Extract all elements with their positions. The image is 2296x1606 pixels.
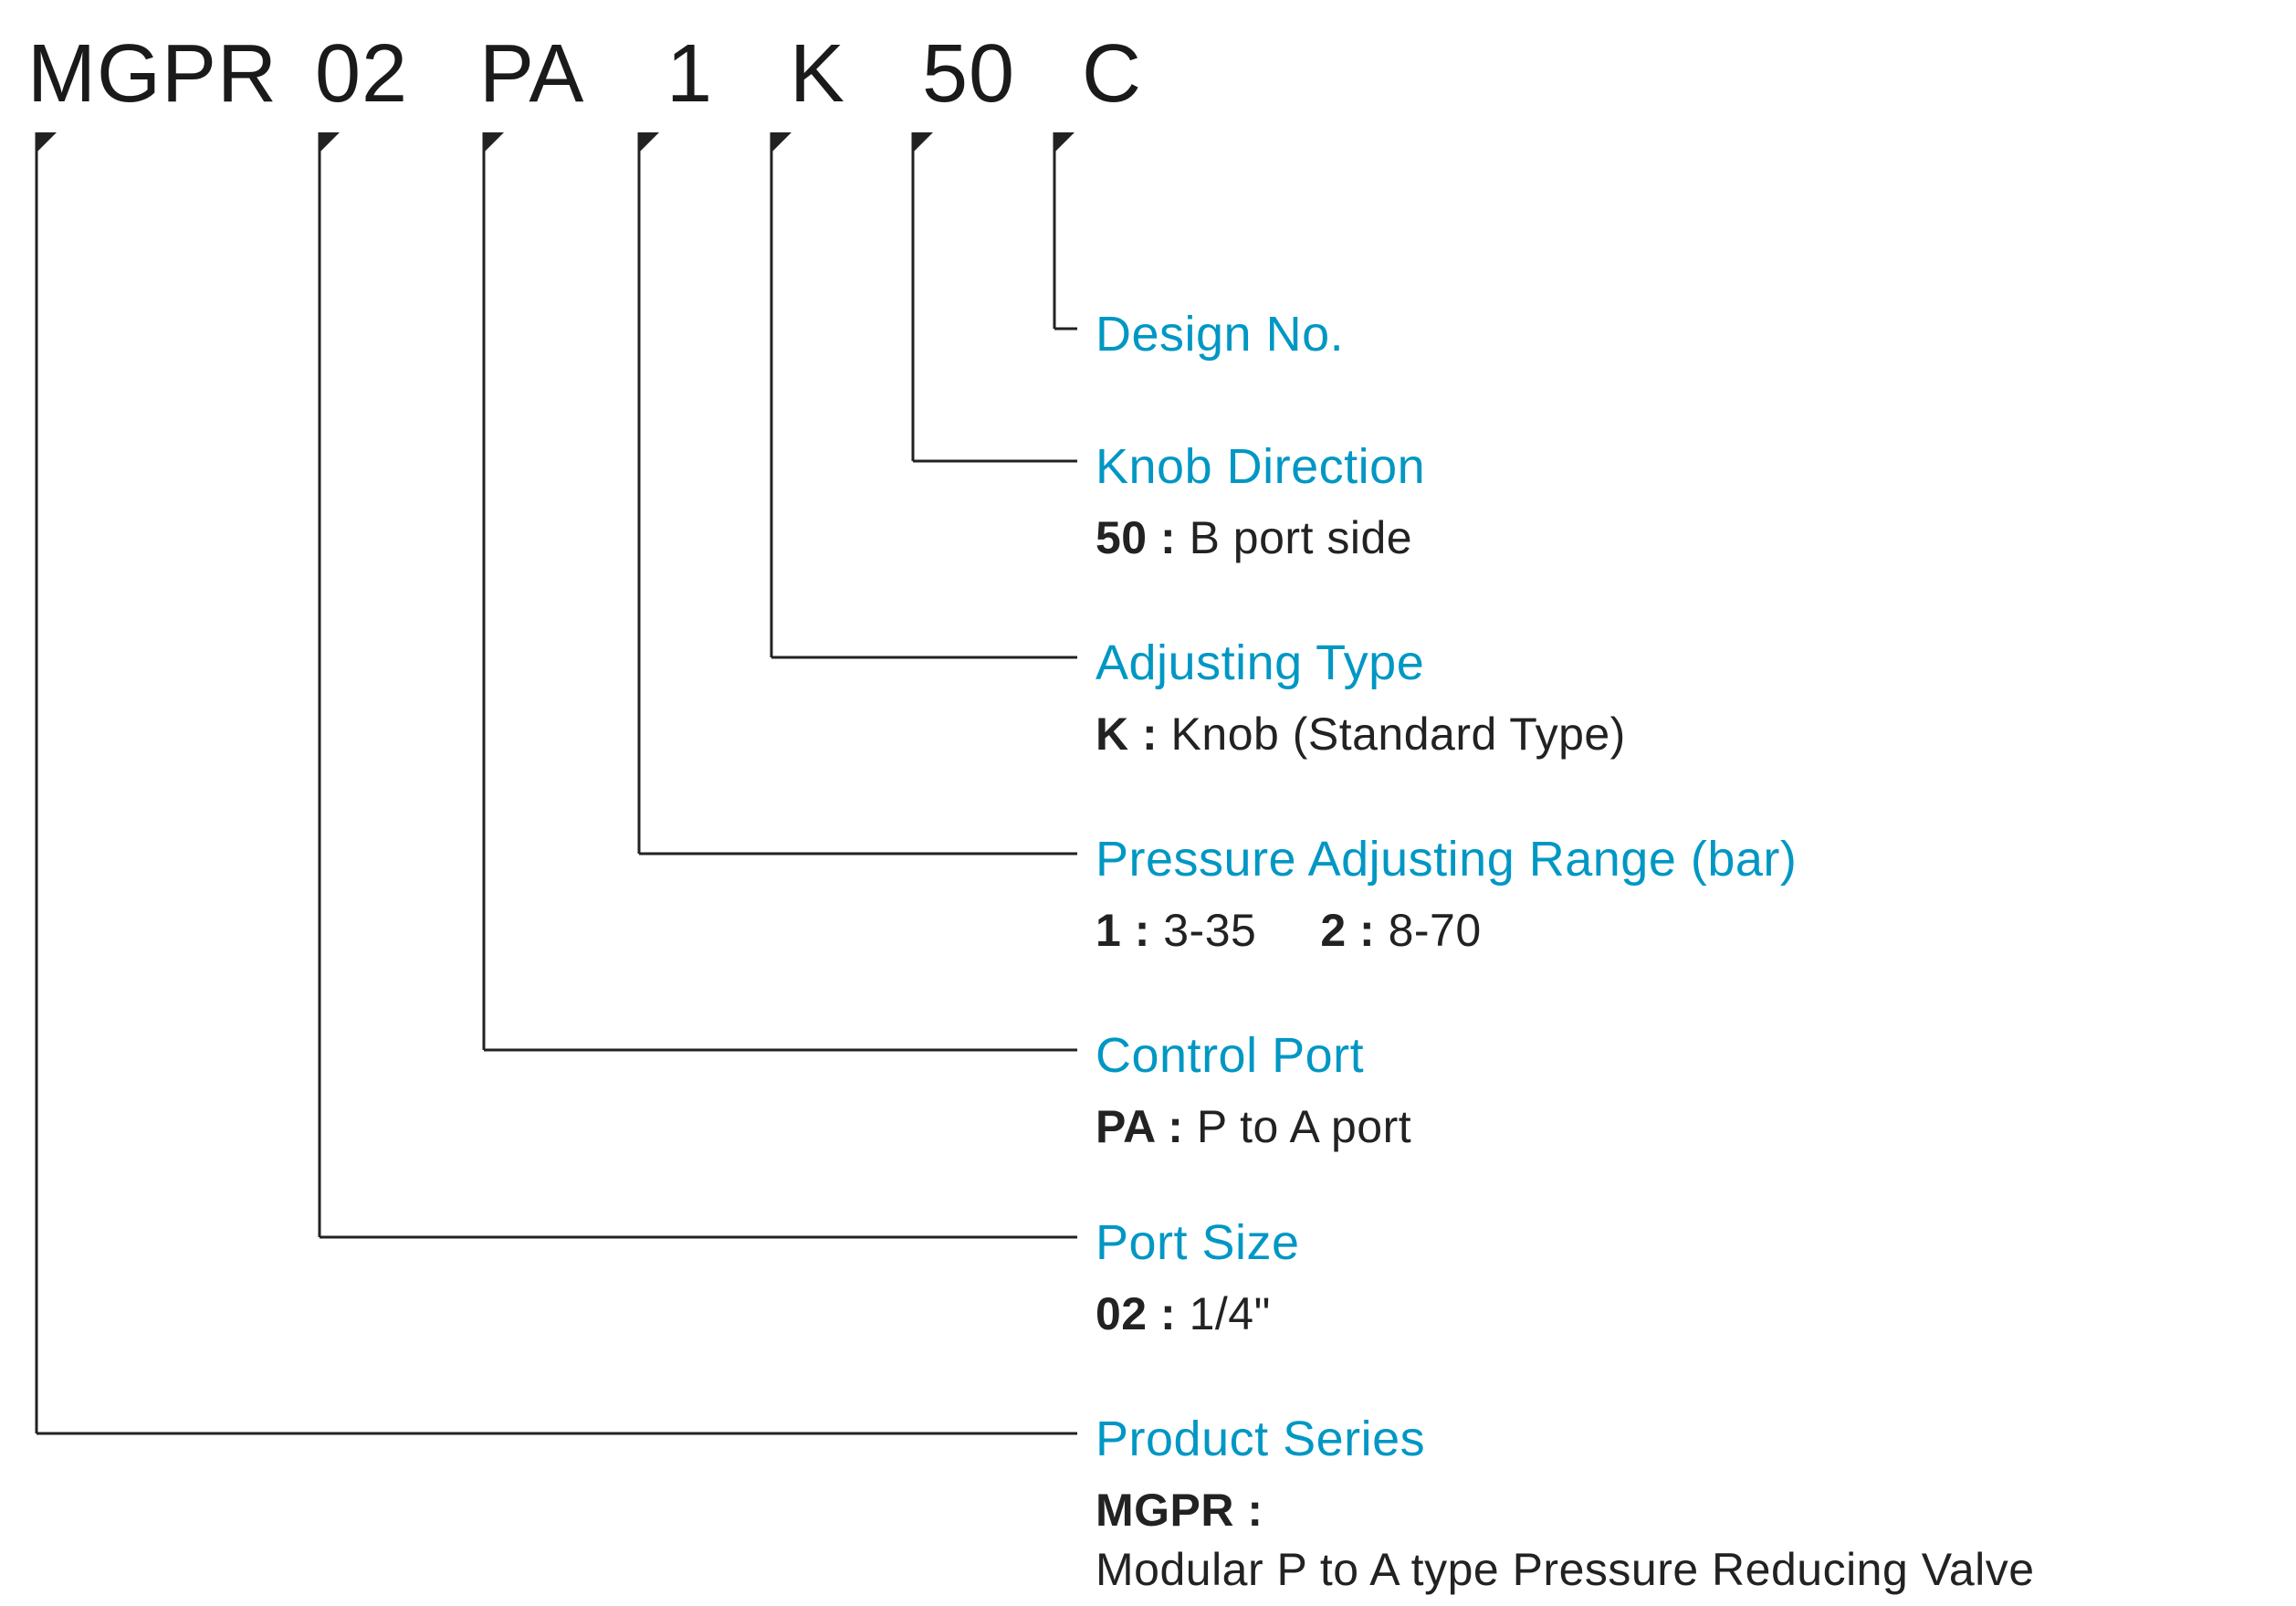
entry-option-port: 02 : 1/4" [1096, 1287, 1271, 1340]
connector-lines [0, 0, 2296, 1606]
entry-extra-series: Modular P to A type Pressure Reducing Va… [1096, 1543, 2035, 1596]
code-seg-control: PA [479, 27, 584, 121]
code-seg-port: 02 [315, 27, 408, 121]
entry-title-series: Product Series [1096, 1411, 1425, 1467]
entry-option-series: MGPR : [1096, 1484, 1263, 1537]
entry-title-control: Control Port [1096, 1027, 1364, 1084]
code-seg-range: 1 [666, 27, 713, 121]
entry-title-knobdir: Knob Direction [1096, 438, 1425, 495]
entry-option-control: PA : P to A port [1096, 1100, 1411, 1153]
entry-option-adjust: K : Knob (Standard Type) [1096, 708, 1626, 761]
code-seg-series: MGPR [27, 27, 278, 121]
entry-title-adjust: Adjusting Type [1096, 635, 1424, 691]
code-seg-design: C [1082, 27, 1142, 121]
entry-option-knobdir: 50 : B port side [1096, 511, 1412, 564]
code-seg-knobdir: 50 [922, 27, 1015, 121]
entry-title-port: Port Size [1096, 1214, 1300, 1271]
entry-option-range: 1 : 3-352 : 8-70 [1096, 904, 1482, 957]
entry-title-range: Pressure Adjusting Range (bar) [1096, 831, 1797, 887]
code-seg-adjust: K [790, 27, 845, 121]
entry-title-design: Design No. [1096, 306, 1344, 362]
